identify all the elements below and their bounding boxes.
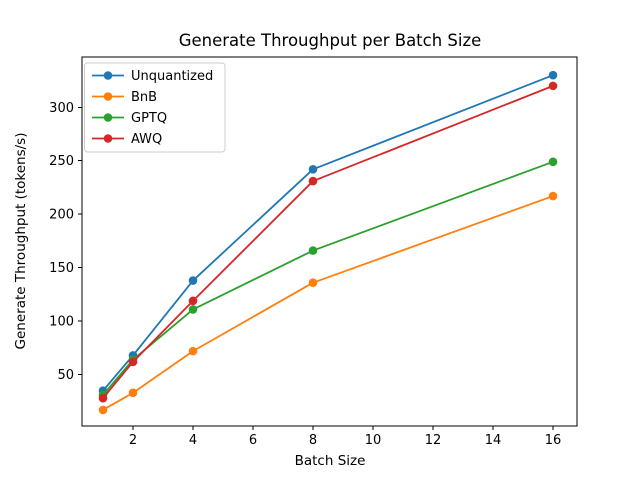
y-tick-label: 50 [57, 368, 74, 383]
data-point-unquantized [308, 165, 318, 174]
x-axis-label: Batch Size [295, 453, 366, 469]
data-point-awq [128, 357, 138, 367]
data-point-bnb [308, 278, 318, 287]
legend-marker [103, 134, 113, 143]
x-tick-label: 8 [309, 433, 317, 448]
x-tick-label: 16 [545, 433, 562, 448]
data-point-bnb [548, 191, 558, 201]
y-tick-label: 100 [49, 315, 74, 330]
y-tick-label: 250 [49, 154, 74, 169]
data-point-awq [188, 296, 198, 306]
y-tick-label: 200 [49, 208, 74, 223]
data-point-awq [98, 393, 108, 403]
data-point-unquantized [188, 276, 198, 285]
y-tick-label: 150 [49, 261, 74, 276]
data-point-gptq [308, 246, 318, 255]
x-tick-label: 12 [425, 433, 442, 448]
x-tick-label: 4 [189, 433, 197, 448]
legend-label: BnB [131, 90, 157, 105]
data-point-gptq [548, 157, 558, 167]
x-tick-label: 10 [365, 433, 382, 448]
legend-item-awq: AWQ [92, 132, 162, 147]
y-tick-label: 300 [49, 101, 74, 116]
legend-marker [103, 113, 113, 122]
data-point-bnb [188, 346, 198, 356]
legend-item-bnb: BnB [92, 90, 157, 105]
y-axis-label: Generate Throughput (tokens/s) [13, 133, 29, 350]
legend-box [84, 62, 226, 153]
legend-marker [103, 71, 113, 80]
data-point-bnb [98, 405, 108, 415]
chart-title: Generate Throughput per Batch Size [179, 31, 482, 50]
legend-label: Unquantized [131, 69, 213, 84]
data-point-awq [308, 176, 318, 186]
data-point-unquantized [548, 70, 558, 80]
data-point-gptq [188, 305, 198, 314]
x-tick-label: 6 [249, 433, 257, 448]
data-point-bnb [128, 388, 138, 398]
legend-label: GPTQ [131, 111, 167, 126]
legend-item-gptq: GPTQ [92, 111, 167, 126]
data-point-awq [548, 81, 558, 91]
legend: Unquantized BnB GPTQ AWQ [84, 62, 226, 153]
legend-label: AWQ [131, 132, 162, 147]
legend-item-unquantized: Unquantized [92, 69, 213, 84]
x-tick-label: 2 [129, 433, 137, 448]
x-tick-label: 14 [485, 433, 502, 448]
legend-marker [103, 92, 113, 101]
